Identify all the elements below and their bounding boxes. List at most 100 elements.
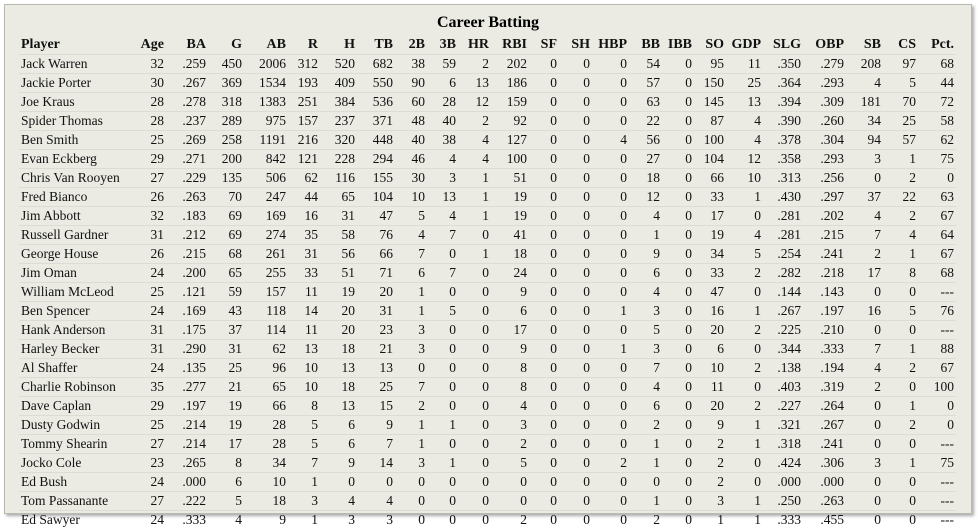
stat-cell: 0 xyxy=(559,131,592,150)
stat-cell: 1 xyxy=(883,397,918,416)
stat-cell: .218 xyxy=(803,264,846,283)
stat-cell: 0 xyxy=(726,207,763,226)
stat-cell: .260 xyxy=(803,112,846,131)
stat-cell: 56 xyxy=(629,131,662,150)
stat-cell: 0 xyxy=(529,169,559,188)
stat-cell: .250 xyxy=(763,492,803,511)
stat-cell: 51 xyxy=(491,169,529,188)
stat-cell: 0 xyxy=(662,207,694,226)
stat-cell: 7 xyxy=(427,264,458,283)
stat-cell: 4 xyxy=(726,226,763,245)
stat-cell: 0 xyxy=(427,473,458,492)
stat-cell: 0 xyxy=(559,245,592,264)
stat-cell: 0 xyxy=(427,397,458,416)
stat-cell: 17 xyxy=(491,321,529,340)
stat-cell: 1 xyxy=(726,188,763,207)
stat-cell: .364 xyxy=(763,74,803,93)
stat-cell: .297 xyxy=(803,188,846,207)
stat-cell: 258 xyxy=(208,131,244,150)
stat-cell: 7 xyxy=(357,435,395,454)
stat-cell: 2006 xyxy=(244,55,288,74)
stat-cell: 1 xyxy=(458,169,491,188)
stat-cell: 20 xyxy=(320,321,357,340)
stat-cell: 16 xyxy=(288,207,320,226)
stat-cell: .293 xyxy=(803,74,846,93)
stat-cell: 0 xyxy=(662,321,694,340)
column-header: BB xyxy=(629,36,662,55)
stat-cell: 13 xyxy=(427,188,458,207)
stat-cell: .241 xyxy=(803,435,846,454)
stat-cell: 0 xyxy=(529,435,559,454)
stat-cell: 40 xyxy=(395,131,427,150)
stat-cell: 25 xyxy=(208,359,244,378)
stat-cell: 6 xyxy=(320,416,357,435)
stat-cell: 7 xyxy=(395,378,427,397)
stat-cell: 0 xyxy=(726,473,763,492)
stat-cell: 0 xyxy=(458,454,491,473)
stat-cell: 4 xyxy=(629,378,662,397)
stat-cell: 5 xyxy=(208,492,244,511)
stat-cell: 3 xyxy=(491,416,529,435)
stat-cell: 13 xyxy=(357,359,395,378)
stat-cell: .212 xyxy=(166,226,208,245)
stat-cell: 32 xyxy=(136,207,166,226)
stat-cell: 450 xyxy=(208,55,244,74)
stat-cell: 11 xyxy=(694,378,726,397)
stat-cell: 63 xyxy=(918,188,956,207)
stat-cell: 506 xyxy=(244,169,288,188)
stat-cell: 48 xyxy=(395,112,427,131)
stat-cell: 0 xyxy=(662,302,694,321)
stat-cell: 0 xyxy=(559,359,592,378)
stat-cell: .267 xyxy=(166,74,208,93)
stat-cell: .263 xyxy=(803,492,846,511)
stat-cell: 19 xyxy=(208,416,244,435)
stat-cell: 0 xyxy=(662,378,694,397)
stat-cell: 0 xyxy=(592,416,629,435)
stat-cell: 2 xyxy=(458,112,491,131)
stat-cell: 26 xyxy=(136,245,166,264)
stat-cell: 0 xyxy=(559,416,592,435)
stat-cell: 8 xyxy=(491,378,529,397)
stat-cell: 0 xyxy=(427,435,458,454)
stat-cell: 62 xyxy=(244,340,288,359)
stat-cell: 289 xyxy=(208,112,244,131)
stat-cell: 975 xyxy=(244,112,288,131)
stat-cell: .267 xyxy=(763,302,803,321)
stat-cell: 64 xyxy=(918,226,956,245)
player-name: Evan Eckberg xyxy=(19,150,136,169)
stat-cell: 409 xyxy=(320,74,357,93)
stat-cell: .202 xyxy=(803,207,846,226)
column-header: OBP xyxy=(803,36,846,55)
stat-cell: 33 xyxy=(288,264,320,283)
stat-cell: 181 xyxy=(846,93,883,112)
player-name: Tom Passanante xyxy=(19,492,136,511)
stat-cell: 0 xyxy=(529,359,559,378)
stat-cell: 228 xyxy=(320,150,357,169)
stat-cell: 0 xyxy=(592,321,629,340)
stat-cell: 0 xyxy=(458,283,491,302)
stat-cell: 0 xyxy=(846,473,883,492)
stat-cell: 90 xyxy=(395,74,427,93)
stat-cell: 12 xyxy=(629,188,662,207)
stat-cell: 0 xyxy=(662,150,694,169)
stat-cell: 0 xyxy=(529,226,559,245)
stat-cell: .281 xyxy=(763,226,803,245)
stat-cell: 27 xyxy=(136,492,166,511)
stat-cell: 6 xyxy=(208,473,244,492)
stat-cell: 18 xyxy=(629,169,662,188)
player-name: Chris Van Rooyen xyxy=(19,169,136,188)
stat-cell: 28 xyxy=(244,416,288,435)
stat-cell: 69 xyxy=(208,207,244,226)
stat-cell: 2 xyxy=(726,397,763,416)
stat-cell: 2 xyxy=(726,264,763,283)
stat-cell: 1383 xyxy=(244,93,288,112)
column-header: 2B xyxy=(395,36,427,55)
stat-cell: 62 xyxy=(288,169,320,188)
stat-cell: 159 xyxy=(491,93,529,112)
